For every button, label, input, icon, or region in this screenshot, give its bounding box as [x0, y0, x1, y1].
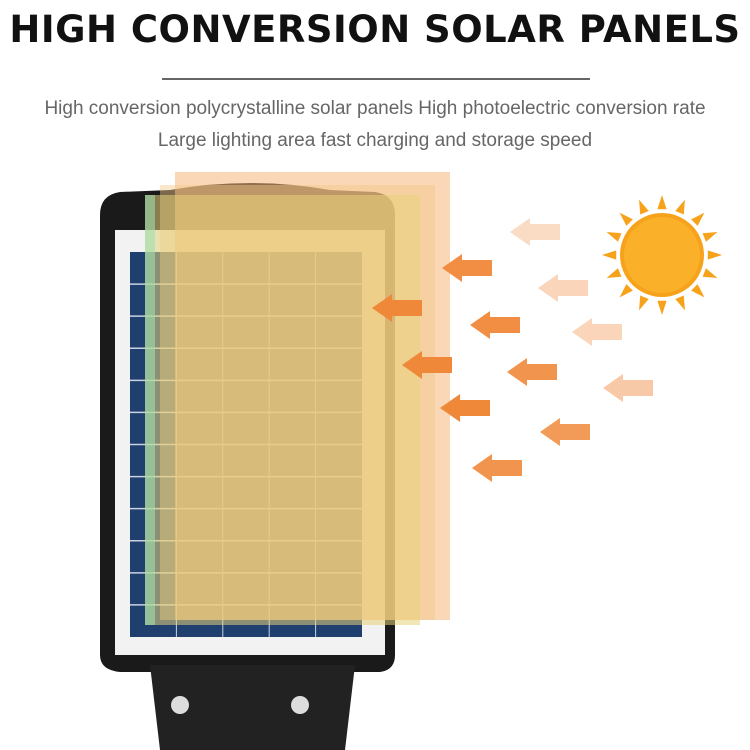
mount-bracket	[150, 665, 355, 750]
sun-ray	[619, 212, 633, 226]
screw-hole	[171, 696, 189, 714]
light-arrow-icon	[440, 394, 490, 422]
divider	[162, 78, 590, 80]
sun-ray	[702, 268, 718, 278]
screw-hole	[291, 696, 309, 714]
sun-ray	[702, 232, 718, 242]
light-arrow-icon	[372, 294, 422, 322]
sun-ray	[619, 284, 633, 298]
page-title: HIGH CONVERSION SOLAR PANELS	[9, 8, 741, 51]
light-arrow-icon	[572, 318, 622, 346]
sun-ray	[691, 284, 705, 298]
sun-icon	[602, 195, 722, 315]
subtitle-line-2: Large lighting area fast charging and st…	[157, 130, 593, 151]
light-overlays	[145, 172, 450, 625]
sun-ray	[602, 250, 617, 260]
sun-ray	[657, 300, 667, 315]
light-arrow-icon	[540, 418, 590, 446]
sun-ray	[675, 199, 685, 215]
light-arrow-icon	[402, 351, 452, 379]
sun-ray	[657, 195, 667, 210]
light-arrow-icon	[603, 374, 653, 402]
sun-ray	[691, 212, 705, 226]
sun-ray	[707, 250, 722, 260]
sun-ray	[639, 199, 649, 215]
light-arrow-icon	[538, 274, 588, 302]
light-arrow-icon	[510, 218, 560, 246]
light-arrow-icon	[442, 254, 492, 282]
sun-ray	[606, 268, 622, 278]
sun-ray	[675, 295, 685, 311]
light-arrow-icon	[472, 454, 522, 482]
light-arrows	[372, 218, 653, 482]
sun-ray	[606, 232, 622, 242]
light-arrow-icon	[470, 311, 520, 339]
light-arrow-icon	[507, 358, 557, 386]
sun-ray	[639, 295, 649, 311]
subtitle-line-1: High conversion polycrystalline solar pa…	[44, 98, 706, 119]
